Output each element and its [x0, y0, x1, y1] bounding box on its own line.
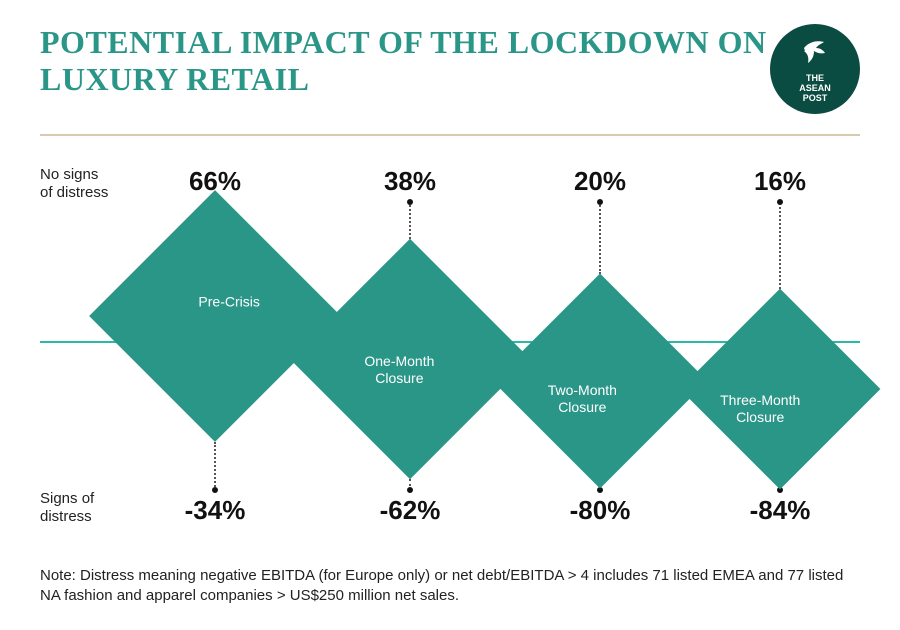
diamond-label: Pre-Crisis: [159, 293, 299, 310]
dot-icon: [407, 199, 413, 205]
diamond: Three-MonthClosure: [680, 289, 881, 490]
hummingbird-icon: [798, 34, 832, 72]
brand-text: THEASEANPOST: [799, 74, 831, 104]
value-negative: -80%: [570, 495, 631, 526]
value-positive: 16%: [754, 166, 806, 197]
diamond: Pre-Crisis: [89, 190, 341, 442]
value-positive: 38%: [384, 166, 436, 197]
footnote: Note: Distress meaning negative EBITDA (…: [40, 566, 860, 607]
diamond-label: One-MonthClosure: [329, 353, 469, 387]
diamond-label: Two-MonthClosure: [512, 382, 652, 416]
value-negative: -84%: [750, 495, 811, 526]
impact-chart: No signsof distress Signs ofdistress 66%…: [40, 166, 860, 526]
dot-icon: [777, 199, 783, 205]
connector-bot: [214, 442, 216, 490]
row-label-top: No signsof distress: [40, 166, 130, 202]
dot-icon: [597, 199, 603, 205]
header-rule: [40, 134, 860, 136]
value-positive: 20%: [574, 166, 626, 197]
dot-icon: [212, 487, 218, 493]
diamond: One-MonthClosure: [290, 239, 530, 479]
column: 66%-34%Pre-Crisis: [125, 166, 305, 526]
value-negative: -62%: [380, 495, 441, 526]
row-label-bot: Signs ofdistress: [40, 490, 130, 526]
column: 20% -80% Two-MonthClosure: [510, 166, 690, 526]
value-negative: -34%: [185, 495, 246, 526]
diamond: Two-MonthClosure: [493, 274, 708, 489]
dot-icon: [407, 487, 413, 493]
connector-top: [779, 202, 781, 289]
brand-logo: THEASEANPOST: [770, 24, 860, 114]
diamond-label: Three-MonthClosure: [690, 392, 830, 426]
connector-top: [599, 202, 601, 274]
page-title: POTENTIAL IMPACT OF THE LOCKDOWN ON LUXU…: [40, 24, 770, 98]
column: 38% -62% One-MonthClosure: [320, 166, 500, 526]
connector-top: [409, 202, 411, 239]
column: 16% -84% Three-MonthClosure: [690, 166, 870, 526]
